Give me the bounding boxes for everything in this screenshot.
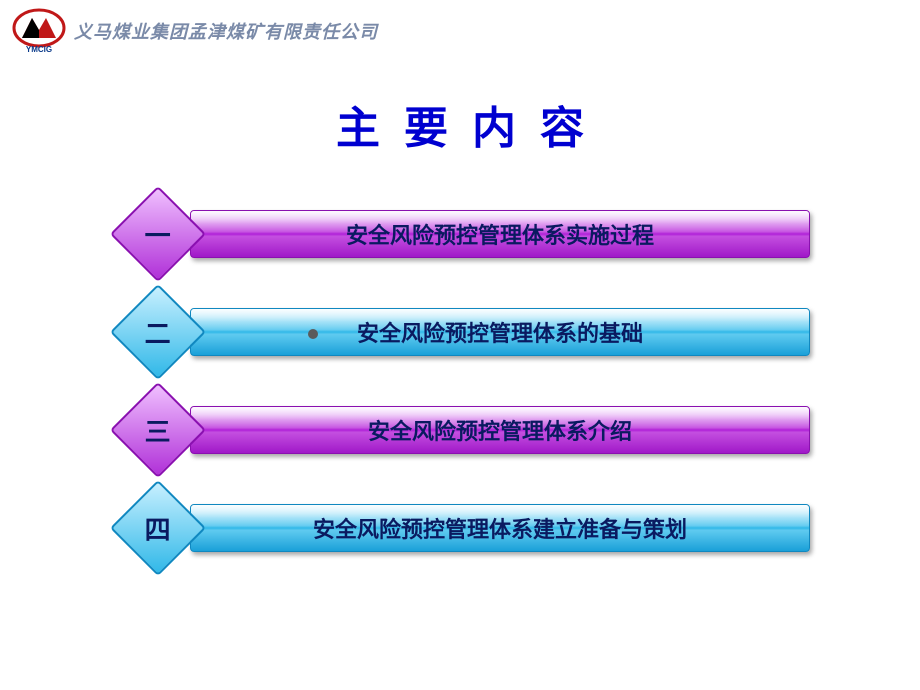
toc-item-3: 三 安全风险预控管理体系介绍 (130, 402, 810, 458)
toc-number: 三 (145, 411, 171, 448)
toc-number: 四 (145, 509, 171, 546)
toc-bar: 安全风险预控管理体系介绍 (190, 406, 810, 454)
toc-bar: 安全风险预控管理体系的基础 (190, 308, 810, 356)
toc-item-2: 二 安全风险预控管理体系的基础 (130, 304, 810, 360)
toc-label: 安全风险预控管理体系的基础 (357, 316, 643, 348)
page-marker-dot (308, 329, 318, 339)
toc-number-diamond: 三 (110, 382, 206, 478)
toc-number-diamond: 一 (110, 186, 206, 282)
company-logo: YMCIG (12, 8, 66, 54)
logo-text: YMCIG (26, 45, 52, 54)
toc-label: 安全风险预控管理体系实施过程 (346, 218, 654, 250)
toc-label: 安全风险预控管理体系介绍 (368, 414, 632, 446)
toc-bar: 安全风险预控管理体系实施过程 (190, 210, 810, 258)
toc-item-4: 四 安全风险预控管理体系建立准备与策划 (130, 500, 810, 556)
toc-number: 一 (145, 215, 171, 252)
page-title: 主要内容 (0, 92, 920, 156)
toc-number-diamond: 二 (110, 284, 206, 380)
toc-label: 安全风险预控管理体系建立准备与策划 (313, 512, 687, 544)
toc-bar: 安全风险预控管理体系建立准备与策划 (190, 504, 810, 552)
slide-header: YMCIG 义马煤业集团孟津煤矿有限责任公司 (0, 0, 920, 62)
toc-number-diamond: 四 (110, 480, 206, 576)
company-name: 义马煤业集团孟津煤矿有限责任公司 (74, 18, 378, 44)
toc-number: 二 (145, 313, 171, 350)
toc-item-1: 一 安全风险预控管理体系实施过程 (130, 206, 810, 262)
toc-list: 一 安全风险预控管理体系实施过程 二 安全风险预控管理体系的基础 三 安全风险预… (0, 206, 920, 556)
